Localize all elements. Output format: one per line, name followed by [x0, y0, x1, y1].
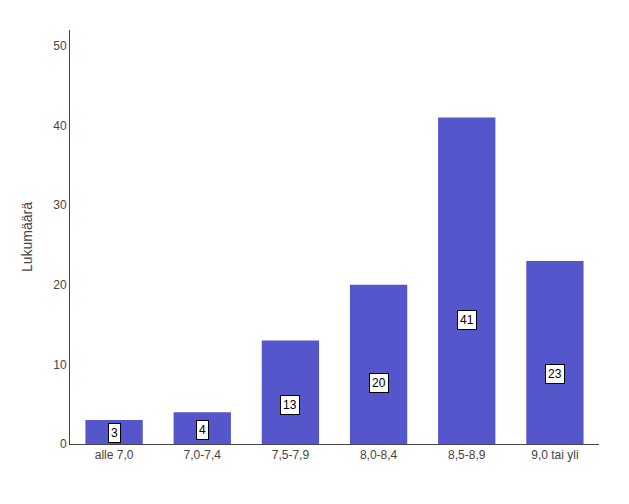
svg-text:30: 30 [53, 198, 67, 212]
svg-text:4: 4 [199, 423, 206, 437]
svg-text:Lukumäärä: Lukumäärä [19, 202, 35, 272]
svg-text:20: 20 [53, 278, 67, 292]
svg-text:alle 7,0: alle 7,0 [95, 448, 134, 462]
svg-text:20: 20 [372, 376, 386, 390]
svg-text:40: 40 [53, 119, 67, 133]
svg-text:23: 23 [548, 367, 562, 381]
svg-text:7,5-7,9: 7,5-7,9 [272, 448, 310, 462]
svg-text:8,0-8,4: 8,0-8,4 [360, 448, 398, 462]
svg-text:41: 41 [460, 313, 474, 327]
svg-text:7,0-7,4: 7,0-7,4 [184, 448, 222, 462]
svg-text:10: 10 [53, 358, 67, 372]
svg-text:8,5-8,9: 8,5-8,9 [448, 448, 486, 462]
svg-text:0: 0 [60, 437, 67, 451]
svg-text:9,0 tai yli: 9,0 tai yli [531, 448, 578, 462]
svg-text:3: 3 [111, 426, 118, 440]
svg-text:50: 50 [53, 39, 67, 53]
svg-text:13: 13 [283, 398, 297, 412]
